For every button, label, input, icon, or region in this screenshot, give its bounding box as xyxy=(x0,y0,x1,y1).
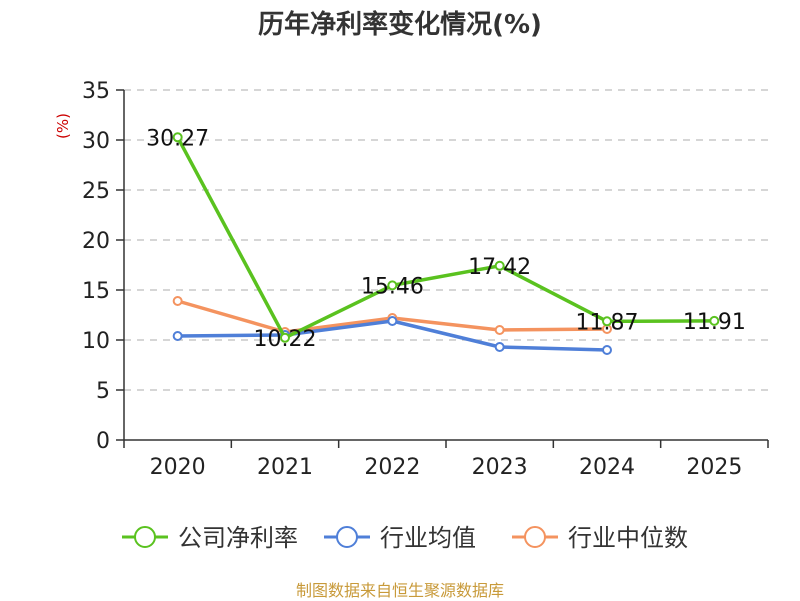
data-point[interactable] xyxy=(494,325,505,335)
legend-label: 公司净利率 xyxy=(178,524,298,552)
data-point[interactable] xyxy=(494,342,505,352)
data-point[interactable] xyxy=(387,280,398,291)
source-note: 制图数据来自恒生聚源数据库 xyxy=(295,581,504,600)
data-label: 15.46 xyxy=(361,274,424,299)
x-tick-label: 2021 xyxy=(257,455,313,480)
grid-lines xyxy=(124,89,768,391)
y-tick-label: 15 xyxy=(82,279,110,304)
legend-marker xyxy=(336,526,358,548)
legend-label: 行业均值 xyxy=(380,524,476,552)
data-point[interactable] xyxy=(172,296,183,306)
y-tick-label: 10 xyxy=(82,329,110,354)
chart-title: 历年净利率变化情况(%) xyxy=(258,10,542,40)
x-tick-label: 2023 xyxy=(472,455,528,480)
data-label: 11.91 xyxy=(683,310,746,335)
y-tick-label: 0 xyxy=(96,429,110,454)
data-point[interactable] xyxy=(602,316,612,327)
series-lines xyxy=(172,132,720,355)
legend-item[interactable]: 公司净利率 xyxy=(122,524,298,552)
legend-item[interactable]: 行业中位数 xyxy=(512,524,688,552)
x-tick-label: 2020 xyxy=(150,455,206,480)
data-point[interactable] xyxy=(709,315,720,326)
data-point[interactable] xyxy=(172,331,183,341)
data-label: 10.22 xyxy=(254,327,317,352)
legend[interactable]: 公司净利率 行业均值 行业中位数 xyxy=(122,524,688,552)
legend-item[interactable]: 行业均值 xyxy=(324,524,476,552)
x-tick-label: 2022 xyxy=(364,455,420,480)
y-tick-label: 5 xyxy=(96,379,110,404)
legend-label: 行业中位数 xyxy=(568,524,688,552)
y-tick-label: 20 xyxy=(82,229,110,254)
data-label: 11.87 xyxy=(576,310,639,335)
data-point[interactable] xyxy=(602,345,612,355)
data-point[interactable] xyxy=(494,260,505,271)
legend-marker xyxy=(134,526,156,548)
data-labels: 30.27 10.22 15.46 17.42 11.87 11.91 xyxy=(146,126,746,351)
data-point[interactable] xyxy=(172,132,183,143)
y-tick-label: 30 xyxy=(82,129,110,154)
data-point[interactable] xyxy=(280,332,290,343)
x-tick-label: 2024 xyxy=(579,455,635,480)
data-point[interactable] xyxy=(387,316,398,326)
x-tick-label: 2025 xyxy=(686,455,742,480)
series-line xyxy=(176,136,715,340)
y-axis-label: (%) xyxy=(54,113,72,139)
y-tick-label: 25 xyxy=(82,179,110,204)
data-label: 30.27 xyxy=(146,126,209,151)
data-label: 17.42 xyxy=(468,255,531,280)
legend-marker xyxy=(524,526,546,548)
y-tick-label: 35 xyxy=(82,79,110,104)
